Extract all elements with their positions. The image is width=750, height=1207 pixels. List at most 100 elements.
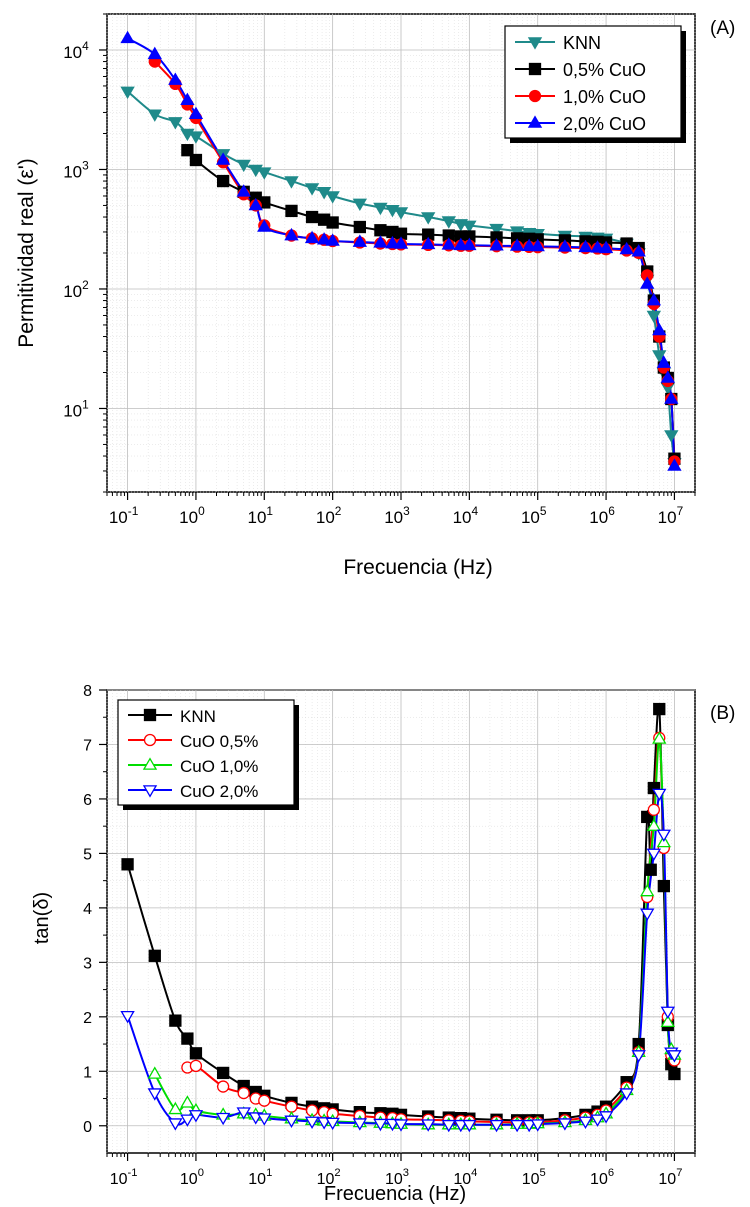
a-point-knn	[168, 117, 183, 130]
b-y-tick-label: 2	[83, 1010, 92, 1027]
b-point-cuo-2-0	[352, 1118, 368, 1131]
a-point-knn	[120, 86, 135, 100]
a-point-2-0-cuo	[640, 276, 655, 289]
b-point-cuo-2-0	[631, 1050, 646, 1063]
a-point-2-0-cuo	[557, 239, 573, 252]
b-y-tick-label: 8	[83, 683, 92, 700]
a-point-2-0-cuo	[453, 237, 468, 251]
b-legend-marker-cuo-0-5	[143, 733, 157, 747]
a-point-knn	[509, 226, 525, 239]
a-point-knn	[373, 202, 388, 216]
b-point-cuo-2-0	[147, 1088, 162, 1101]
axis-ticks-a: 10-1 100 101 102 103 104 105 106 107 101 102 103 104	[63, 13, 696, 527]
b-y-tick-label: 0	[83, 1119, 92, 1136]
a-point-0-5-cuo	[189, 153, 203, 167]
b-point-cuo-2-0	[619, 1088, 634, 1101]
a-point-2-0-cuo	[188, 106, 204, 119]
a-y-tick-label: 104	[63, 39, 89, 62]
a-point-0-5-cuo	[305, 210, 319, 224]
b-y-tick-label: 3	[83, 955, 92, 972]
b-point-knn	[216, 1066, 230, 1080]
b-point-cuo-2-0	[441, 1119, 456, 1133]
a-point-2-0-cuo	[147, 46, 162, 60]
b-point-cuo-1-0	[660, 1014, 675, 1028]
a-point-2-0-cuo	[441, 237, 456, 250]
b-point-cuo-1-0	[168, 1101, 183, 1115]
panel-b: 10-1 100 101 102 103 104 105 106 107 0 1 2 3 4 5 6 7 8 KN…	[31, 683, 735, 1205]
legend-b: KNN CuO 0,5% CuO 1,0% CuO 2,0%	[117, 699, 299, 810]
y-axis-title-a: Permitividad real (ε')	[15, 158, 38, 348]
b-point-knn	[653, 702, 666, 716]
a-point-2-0-cuo	[646, 292, 662, 306]
a-point-2-0-cuo	[215, 152, 231, 165]
b-point-cuo-2-0	[373, 1118, 388, 1132]
a-point-2-0-cuo	[325, 233, 340, 246]
b-point-cuo-0-5	[258, 1094, 271, 1107]
a-point-0-5-cuo	[285, 204, 298, 218]
a-point-knn	[393, 207, 409, 220]
b-x-tick-label: 10-1	[110, 1167, 138, 1188]
a-point-knn	[236, 159, 251, 173]
a-point-knn	[462, 220, 477, 234]
b-point-knn	[169, 1014, 182, 1027]
b-point-cuo-2-0	[656, 829, 672, 842]
a-point-knn	[284, 176, 299, 189]
b-point-cuo-2-0	[215, 1112, 231, 1126]
a-point-knn	[188, 131, 204, 144]
b-point-cuo-2-0	[660, 1006, 675, 1019]
a-point-0-5-cuo	[326, 216, 339, 229]
a-point-knn	[325, 191, 340, 204]
b-legend-label-cuo-1-0: CuO 1,0%	[180, 757, 258, 776]
b-y-tick-label: 4	[83, 901, 92, 918]
a-point-0-5-cuo	[374, 224, 387, 237]
y-axis-title-b: tan(δ)	[31, 892, 53, 944]
a-x-tick-label: 107	[658, 504, 684, 527]
b-point-cuo-0-5	[189, 1059, 203, 1072]
b-point-cuo-2-0	[180, 1114, 195, 1127]
b-legend-label-knn: KNN	[180, 707, 216, 726]
a-point-2-0-cuo	[393, 236, 409, 249]
b-point-cuo-2-0	[652, 788, 667, 802]
b-point-knn	[181, 1032, 194, 1045]
b-point-cuo-2-0	[236, 1107, 251, 1120]
a-x-tick-label: 104	[453, 504, 479, 527]
b-legend-label-cuo-2-0: CuO 2,0%	[180, 782, 258, 801]
a-x-tick-label: 10-1	[109, 504, 139, 527]
b-point-cuo-0-5	[285, 1100, 298, 1113]
b-point-knn	[644, 863, 657, 876]
a-point-2-0-cuo	[631, 244, 646, 257]
b-point-cuo-2-0	[120, 1010, 135, 1024]
a-point-knn	[421, 212, 436, 225]
b-point-knn	[121, 858, 134, 871]
a-point-knn	[664, 430, 679, 443]
b-point-cuo-2-0	[188, 1110, 204, 1123]
a-point-2-0-cuo	[316, 232, 332, 245]
b-point-cuo-1-0	[646, 818, 662, 831]
b-point-knn	[668, 1067, 681, 1081]
a-point-knn	[652, 350, 667, 363]
a-point-2-0-cuo	[168, 72, 183, 85]
a-point-2-0-cuo	[248, 197, 263, 211]
a-point-2-0-cuo	[590, 240, 605, 253]
a-point-2-0-cuo	[530, 238, 545, 252]
a-point-0-5-cuo	[181, 144, 194, 157]
b-point-cuo-2-0	[640, 908, 655, 921]
b-point-cuo-2-0	[530, 1119, 545, 1132]
b-point-cuo-2-0	[257, 1113, 272, 1126]
b-point-cuo-2-0	[325, 1117, 340, 1131]
a-legend-label-0-5-cuo: 0,5% CuO	[563, 60, 646, 80]
a-legend-marker-2-0-cuo	[527, 115, 543, 128]
b-point-cuo-2-0	[489, 1119, 504, 1133]
b-x-tick-label: 103	[385, 1167, 409, 1188]
a-legend-label-knn: KNN	[563, 33, 601, 53]
a-point-0-5-cuo	[216, 174, 230, 188]
b-point-cuo-2-0	[462, 1119, 477, 1133]
a-y-tick-label: 103	[63, 158, 89, 181]
b-x-tick-label: 100	[180, 1167, 204, 1188]
b-legend-marker-knn	[143, 708, 157, 722]
a-point-2-0-cuo	[652, 322, 667, 336]
a-point-knn	[147, 109, 162, 122]
a-point-2-0-cuo	[509, 238, 525, 251]
b-y-tick-label: 5	[83, 846, 92, 863]
b-point-cuo-2-0	[521, 1119, 537, 1133]
